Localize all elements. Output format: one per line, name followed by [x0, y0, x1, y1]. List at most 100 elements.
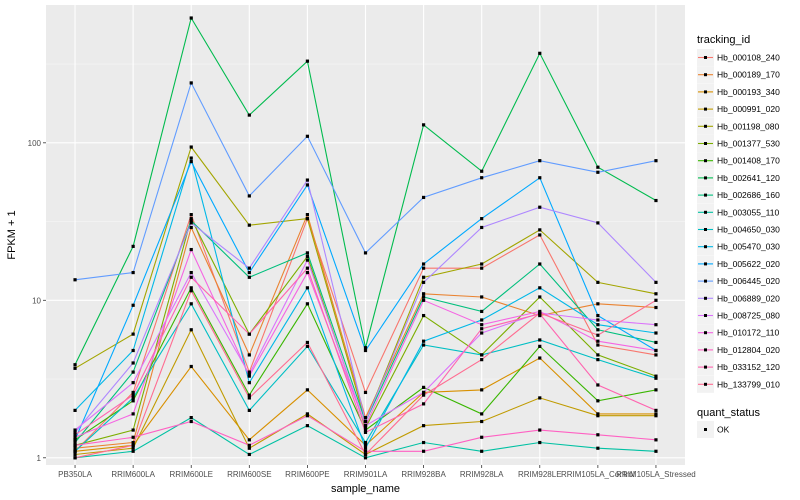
legend-key-point	[704, 279, 707, 283]
data-point	[131, 393, 135, 397]
data-point	[73, 433, 77, 437]
legend-label: Hb_012804_020	[717, 345, 780, 355]
data-point	[596, 414, 600, 418]
x-tick-label: RRIM928BA	[401, 470, 446, 479]
data-point	[421, 390, 426, 395]
data-point	[73, 449, 77, 453]
data-point	[654, 388, 658, 392]
data-point	[480, 358, 484, 362]
legend-label: Hb_002686_160	[717, 190, 780, 200]
data-point	[363, 446, 368, 450]
legend-label: Hb_010172_110	[717, 328, 780, 338]
data-point	[363, 440, 368, 445]
x-tick-label: RRIM928LE	[518, 470, 562, 479]
data-point	[305, 414, 310, 418]
data-point	[654, 323, 658, 327]
data-point	[305, 344, 310, 348]
data-point	[73, 278, 77, 282]
data-point	[189, 16, 193, 20]
data-point	[421, 440, 426, 445]
legend-key-point	[704, 382, 707, 386]
data-point	[654, 376, 658, 380]
data-point	[421, 339, 426, 343]
data-point	[305, 340, 310, 345]
data-point	[654, 280, 658, 284]
data-point	[189, 328, 193, 332]
data-point	[305, 258, 310, 262]
data-point	[73, 435, 77, 439]
data-point	[480, 309, 484, 314]
legend-key-point	[704, 107, 707, 111]
data-point	[247, 270, 251, 275]
legend-label: Hb_033152_120	[717, 362, 780, 372]
data-point	[363, 346, 368, 350]
data-point	[247, 452, 251, 457]
data-point	[189, 419, 193, 424]
legend-label: Hb_000193_340	[717, 87, 780, 97]
data-point	[421, 266, 426, 270]
legend-key-point	[704, 90, 707, 94]
data-point	[73, 428, 77, 432]
legend-key-point	[704, 331, 707, 335]
x-tick-label: PB350LA	[58, 470, 92, 479]
data-point	[538, 338, 542, 342]
data-point	[596, 318, 600, 322]
data-point	[131, 440, 135, 445]
data-point	[305, 266, 310, 270]
data-point	[480, 435, 484, 439]
data-point	[131, 348, 135, 353]
y-tick-label: 100	[28, 139, 42, 148]
y-tick-label: 1	[37, 454, 42, 463]
data-point	[363, 430, 368, 434]
data-point	[421, 262, 426, 266]
data-point	[73, 408, 77, 412]
data-point	[538, 286, 542, 290]
data-point	[305, 388, 310, 392]
shape-legend: quant_status OK	[697, 407, 760, 438]
data-point	[654, 292, 658, 296]
data-point	[247, 223, 251, 227]
data-point	[596, 399, 600, 403]
data-point	[538, 440, 542, 445]
legend-label: Hb_005470_030	[717, 242, 780, 252]
data-point	[131, 244, 135, 248]
data-point	[247, 353, 251, 357]
data-point	[73, 430, 77, 434]
data-point	[247, 446, 251, 450]
y-tick-label: 10	[32, 296, 41, 305]
data-point	[538, 228, 542, 232]
data-point	[596, 328, 600, 332]
data-point	[363, 449, 368, 453]
data-point	[363, 390, 368, 395]
data-point	[305, 217, 310, 221]
data-point	[421, 295, 426, 299]
data-point	[189, 221, 193, 225]
data-point	[654, 438, 658, 442]
data-point	[131, 390, 135, 395]
data-point	[131, 449, 135, 453]
data-point	[131, 270, 135, 275]
data-point	[596, 221, 600, 225]
data-point	[247, 372, 251, 376]
data-point	[538, 159, 542, 163]
data-point	[421, 393, 426, 397]
data-point	[654, 159, 658, 163]
data-point	[305, 59, 310, 63]
data-point	[131, 399, 135, 403]
legend-key-point	[704, 159, 707, 163]
legend-key-point	[704, 73, 707, 77]
x-tick-label: RRIM105LA_Control	[561, 470, 635, 479]
data-point	[247, 332, 251, 336]
legend-key-point	[704, 314, 707, 317]
data-point	[305, 183, 310, 187]
legend-label: Hb_133799_010	[717, 379, 780, 389]
data-point	[247, 443, 251, 447]
data-point	[131, 446, 135, 450]
data-point	[596, 412, 600, 416]
data-point	[480, 419, 484, 424]
data-point	[421, 402, 426, 406]
data-point	[596, 170, 600, 174]
data-point	[73, 363, 77, 367]
data-point	[654, 298, 658, 302]
data-point	[363, 415, 368, 420]
